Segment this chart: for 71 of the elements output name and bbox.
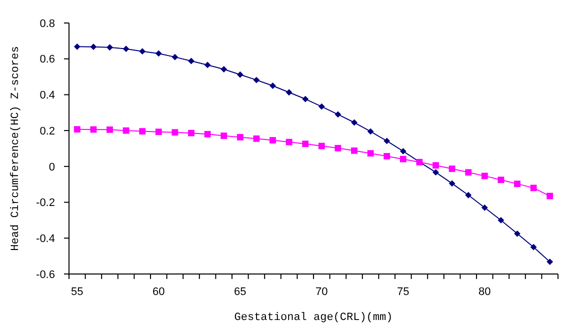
point — [448, 180, 456, 187]
point — [318, 103, 325, 110]
point — [204, 130, 211, 138]
point — [351, 147, 358, 154]
x-tick-label: 55 — [71, 286, 84, 298]
point — [172, 129, 178, 136]
point — [253, 76, 260, 84]
point — [384, 153, 390, 160]
y-tick-label: -0.2 — [36, 197, 55, 210]
point — [74, 43, 80, 50]
point — [270, 137, 276, 144]
point — [318, 142, 325, 150]
point — [432, 162, 439, 169]
point — [465, 169, 472, 176]
point — [236, 71, 244, 78]
point — [204, 62, 211, 68]
point — [514, 180, 520, 188]
y-axis-title: Head Circumference(HC) Z-scores — [10, 46, 22, 251]
point — [334, 144, 342, 152]
x-tick-label: 80 — [478, 286, 491, 298]
point — [286, 89, 292, 96]
point — [546, 192, 554, 200]
point — [448, 166, 456, 172]
point — [236, 134, 244, 140]
point — [400, 156, 406, 162]
x-tick-label: 65 — [234, 286, 246, 298]
point — [498, 217, 504, 224]
x-axis-title: Gestational age(CRL)(mm) — [234, 312, 393, 324]
x-tick-label: 70 — [316, 286, 328, 298]
x-tick-label: 75 — [397, 286, 410, 298]
point — [400, 148, 406, 154]
point — [481, 172, 488, 180]
point — [367, 150, 374, 157]
point — [546, 258, 554, 266]
point — [286, 138, 292, 146]
point — [74, 126, 80, 133]
point — [302, 96, 309, 102]
point — [188, 130, 194, 136]
y-tick-label: 0.6 — [40, 54, 55, 66]
point — [334, 111, 342, 118]
y-tick-label: 0 — [48, 161, 55, 174]
point — [155, 50, 162, 57]
point — [270, 82, 276, 89]
point — [172, 54, 178, 60]
y-tick-label: 0.2 — [40, 125, 55, 138]
point — [122, 46, 130, 52]
point — [122, 127, 130, 134]
point — [481, 204, 488, 211]
point — [139, 128, 146, 134]
point — [220, 66, 228, 72]
point — [90, 44, 97, 50]
point — [155, 128, 162, 136]
point — [384, 138, 390, 144]
point — [367, 128, 374, 135]
point — [498, 176, 504, 184]
point — [220, 132, 228, 139]
y-tick-label: 0.4 — [40, 90, 55, 102]
point — [139, 48, 146, 55]
y-tick-label: -0.4 — [36, 232, 55, 245]
point — [106, 126, 113, 133]
point — [465, 192, 472, 198]
point — [530, 244, 537, 250]
point — [302, 140, 309, 148]
point — [253, 135, 260, 142]
point — [106, 44, 113, 51]
point — [530, 184, 537, 192]
x-tick-label: 60 — [152, 286, 165, 298]
y-tick-label: 0.8 — [40, 18, 55, 30]
point — [514, 230, 520, 237]
point — [432, 169, 439, 176]
y-tick-label: -0.6 — [36, 268, 55, 281]
